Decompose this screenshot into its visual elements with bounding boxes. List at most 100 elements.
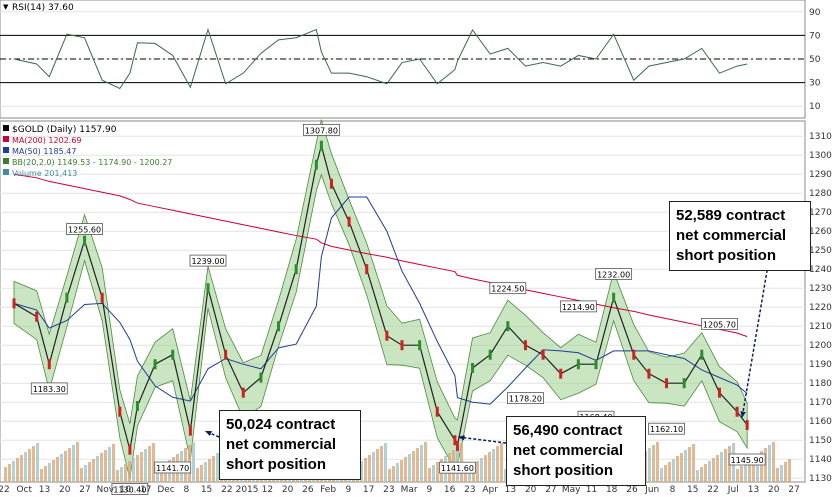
x-tick-label: 26	[302, 485, 314, 495]
volume-bar	[80, 468, 83, 482]
price-tick-label: 1290	[809, 170, 832, 180]
price-tick-label: 1130	[809, 474, 832, 484]
volume-bar	[480, 458, 483, 482]
volume-bar	[56, 457, 59, 482]
volume-bar	[720, 452, 723, 482]
x-tick-label: 23	[383, 485, 394, 495]
volume-bar	[688, 447, 691, 482]
rsi-marker-icon: ▼	[3, 3, 9, 11]
volume-bar	[500, 443, 503, 482]
volume-bar	[752, 457, 755, 482]
price-annotation-label: 1214.90	[562, 303, 595, 312]
volume-bar	[404, 457, 407, 482]
x-tick-label: 27	[788, 485, 799, 495]
price-annotation-label: 1183.30	[33, 385, 66, 394]
x-tick-label: Feb	[320, 485, 336, 495]
volume-bar	[672, 459, 675, 482]
volume-bar	[664, 465, 667, 482]
price-annotation-label: 1178.20	[509, 395, 542, 404]
price-annotation-box	[595, 267, 633, 280]
legend-entry: Volume 201,413	[12, 169, 77, 178]
price-candle	[435, 406, 439, 417]
volume-bar	[436, 462, 439, 482]
volume-bar	[72, 445, 75, 482]
callout-arrow-mar-head	[458, 435, 465, 441]
price-candle	[559, 368, 563, 379]
price-tick-label: 1210	[809, 322, 832, 332]
x-tick-label: 12	[262, 485, 273, 495]
volume-bar	[196, 468, 199, 482]
volume-bar	[668, 462, 671, 482]
volume-bar	[412, 451, 415, 482]
volume-bar	[736, 469, 739, 482]
price-candle	[700, 349, 704, 360]
legend-entry: MA(200) 1202.69	[12, 136, 82, 145]
x-tick-label: Dec	[157, 485, 174, 495]
volume-bar	[208, 459, 211, 482]
volume-bar	[360, 461, 363, 482]
price-annotation-label: 1145.90	[731, 456, 764, 465]
price-candle	[47, 359, 51, 370]
price-annotation-box	[559, 300, 597, 313]
volume-bar	[496, 446, 499, 482]
price-candle	[135, 401, 139, 411]
volume-bar	[204, 462, 207, 482]
legend-swatch	[3, 169, 9, 175]
volume-bar	[660, 468, 663, 482]
volume-bar	[432, 465, 435, 482]
price-candle	[471, 363, 475, 373]
x-tick-label: 8	[670, 485, 676, 495]
price-candle	[241, 387, 245, 398]
volume-bar	[716, 455, 719, 482]
volume-bar	[384, 443, 387, 482]
volume-bar	[140, 452, 143, 482]
volume-bar	[756, 454, 759, 482]
price-candle	[128, 444, 132, 455]
x-tick-label: 2015	[236, 485, 259, 495]
callout-arrow-jul-head	[740, 411, 746, 418]
volume-bar	[708, 461, 711, 482]
volume-bar	[68, 448, 71, 482]
legend-swatch	[3, 158, 9, 164]
price-candle	[632, 349, 636, 360]
volume-bar	[92, 459, 95, 482]
volume-bar	[76, 442, 79, 482]
volume-bar	[48, 463, 51, 482]
price-tick-label: 1220	[809, 303, 832, 313]
volume-bar	[380, 446, 383, 482]
volume-bar	[648, 448, 651, 482]
volume-bar	[20, 455, 23, 482]
price-annotation-label: 1307.80	[305, 126, 338, 135]
x-tick-label: 20	[525, 485, 537, 495]
legend-swatch	[3, 136, 9, 142]
volume-bar	[392, 466, 395, 482]
volume-bar	[724, 449, 727, 482]
volume-bar	[4, 467, 7, 482]
volume-bar	[696, 470, 699, 482]
volume-bar	[776, 468, 779, 482]
volume-bar	[8, 464, 11, 482]
volume-bar	[152, 443, 155, 482]
volume-bar	[136, 455, 139, 482]
volume-bar	[388, 469, 391, 482]
price-tick-label: 1270	[809, 208, 832, 218]
price-candle	[541, 349, 545, 360]
volume-bar	[676, 456, 679, 482]
price-candle	[188, 425, 192, 436]
price-candle	[319, 140, 323, 151]
volume-bar	[160, 466, 163, 482]
x-tick-label: 10	[120, 485, 132, 495]
x-tick-label: 17	[140, 485, 151, 495]
x-tick-label: Oct	[16, 485, 32, 495]
volume-bar	[148, 446, 151, 482]
volume-bar	[16, 458, 19, 482]
x-tick-label: Nov	[96, 485, 114, 495]
price-annotation-label: 1239.00	[191, 257, 224, 266]
price-candle	[347, 216, 351, 227]
price-candle	[224, 349, 228, 360]
volume-bar	[84, 465, 87, 482]
price-annotation-box	[648, 422, 685, 435]
x-tick-label: Mar	[401, 485, 418, 495]
price-candle	[612, 292, 616, 303]
volume-bar	[104, 450, 107, 482]
